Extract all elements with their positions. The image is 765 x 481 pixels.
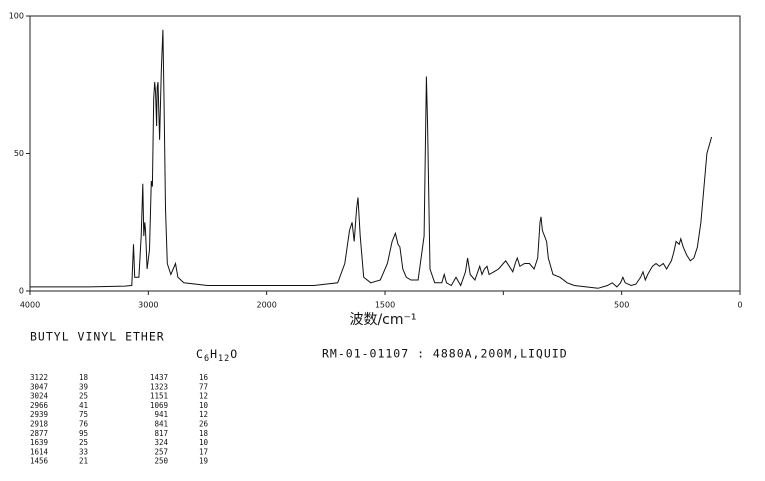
peak-intensity: 19 xyxy=(199,457,208,466)
peak-intensity: 41 xyxy=(79,401,88,410)
x-tick-label: 0 xyxy=(737,301,742,310)
peak-wavenumber: 3047 xyxy=(30,382,48,391)
x-tick-label: 1500 xyxy=(375,301,395,310)
peak-intensity: 26 xyxy=(199,420,209,429)
peak-wavenumber: 841 xyxy=(154,420,168,429)
x-axis-label: 波数/cm⁻¹ xyxy=(349,312,416,328)
x-tick-label: 500 xyxy=(614,301,629,310)
formula: C6H12O xyxy=(196,347,238,364)
peak-intensity: 76 xyxy=(79,420,89,429)
peak-wavenumber: 257 xyxy=(154,447,168,456)
peak-wavenumber: 1151 xyxy=(150,392,168,401)
peak-intensity: 39 xyxy=(79,382,88,391)
formula-element: O xyxy=(230,347,238,361)
y-tick-label: 50 xyxy=(14,149,24,158)
measurement-info: RM-01-01107 : 4880A,200M,LIQUID xyxy=(322,347,568,361)
peak-intensity: 16 xyxy=(199,373,209,382)
x-tick-label: 2000 xyxy=(256,301,276,310)
peak-intensity: 12 xyxy=(199,392,208,401)
formula-element: C xyxy=(196,347,204,361)
peak-wavenumber: 3122 xyxy=(30,373,48,382)
peak-intensity: 25 xyxy=(79,438,88,447)
peak-intensity: 10 xyxy=(199,401,209,410)
peak-wavenumber: 941 xyxy=(154,410,168,419)
plot-frame xyxy=(29,15,741,292)
peak-intensity: 12 xyxy=(199,410,208,419)
peak-wavenumber: 1614 xyxy=(30,447,49,456)
peak-intensity: 10 xyxy=(199,438,209,447)
formula-subscript: 12 xyxy=(218,354,230,364)
peak-wavenumber: 1456 xyxy=(30,457,49,466)
peak-wavenumber: 2918 xyxy=(30,420,49,429)
peak-wavenumber: 250 xyxy=(154,457,168,466)
peak-wavenumber: 324 xyxy=(154,438,168,447)
peak-intensity: 95 xyxy=(79,429,88,438)
peak-wavenumber: 2966 xyxy=(30,401,49,410)
y-tick-label: 0 xyxy=(19,287,24,296)
peak-intensity: 17 xyxy=(199,447,208,456)
peak-wavenumber: 2877 xyxy=(30,429,48,438)
peak-wavenumber: 1323 xyxy=(150,382,168,391)
peak-wavenumber: 817 xyxy=(154,429,168,438)
x-tick-label: 3000 xyxy=(138,301,158,310)
peak-intensity: 18 xyxy=(79,373,89,382)
formula-element: H xyxy=(210,347,218,361)
peak-intensity: 18 xyxy=(199,429,209,438)
peak-wavenumber: 3024 xyxy=(30,392,49,401)
formula-subscript: 6 xyxy=(204,354,210,364)
peak-intensity: 75 xyxy=(79,410,88,419)
peak-intensity: 33 xyxy=(79,447,88,456)
peak-wavenumber: 1437 xyxy=(150,373,168,382)
peak-wavenumber: 1069 xyxy=(150,401,168,410)
spectrum-line xyxy=(30,29,713,289)
peak-intensity: 21 xyxy=(79,457,88,466)
x-tick-label: 4000 xyxy=(20,301,40,310)
peak-wavenumber: 2939 xyxy=(30,410,48,419)
peak-intensity: 77 xyxy=(199,382,208,391)
y-tick-label: 100 xyxy=(9,12,24,21)
peak-intensity: 25 xyxy=(79,392,88,401)
peak-wavenumber: 1639 xyxy=(30,438,48,447)
compound-name: BUTYL VINYL ETHER xyxy=(30,330,165,344)
